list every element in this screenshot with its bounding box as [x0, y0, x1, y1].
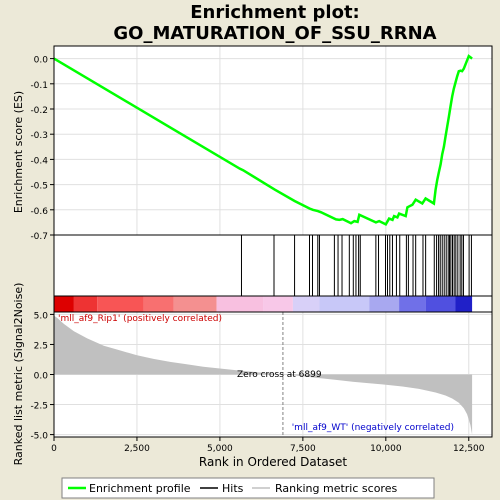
zero-cross-label: Zero cross at 6899: [237, 370, 322, 380]
colorbar-segment: [292, 296, 320, 312]
es-plot-area: [54, 46, 492, 235]
es-y-tick-label: -0.7: [30, 232, 48, 242]
colorbar-segment: [263, 296, 293, 312]
metric-area: [54, 315, 473, 435]
es-y-axis-label: Enrichment score (ES): [12, 91, 25, 213]
es-y-ticks: 0.0 -0.1 -0.2 -0.3 -0.4 -0.5 -0.6 -0.7: [30, 56, 54, 242]
colorbar-segment: [455, 296, 473, 312]
metric-y-tick-label: -2.5: [30, 402, 48, 412]
x-tick-label: 7,500: [290, 444, 316, 454]
legend-box: [61, 477, 435, 499]
x-tick-label: 2,500: [124, 444, 150, 454]
rank-colorbar: [54, 296, 473, 312]
metric-y-axis-label: Ranked list metric (Signal2Noise): [12, 283, 25, 466]
x-tick-label: 0: [51, 444, 57, 454]
colorbar-segment: [425, 296, 456, 312]
es-y-tick-label: -0.1: [30, 81, 48, 91]
legend-es-label: Enrichment profile: [89, 482, 191, 495]
metric-y-tick-label: -5.0: [30, 432, 48, 442]
metric-plot-frame: [53, 311, 493, 438]
colorbar-segment: [97, 296, 144, 312]
x-axis-label: Rank in Ordered Dataset: [199, 455, 347, 469]
positive-correlation-label: 'mll_af9_Rip1' (positively correlated): [58, 314, 222, 324]
legend-metric-label: Ranking metric scores: [275, 482, 397, 495]
metric-y-ticks: 5.0 2.5 0.0 -2.5 -5.0: [30, 311, 54, 442]
colorbar-segment: [399, 296, 426, 312]
chart-title-line1: Enrichment plot:: [190, 2, 360, 23]
colorbar-segment: [216, 296, 264, 312]
es-y-tick-label: -0.4: [30, 156, 48, 166]
colorbar-segment: [319, 296, 370, 312]
x-tick-label: 12,500: [453, 444, 485, 454]
chart-title-line2: GO_MATURATION_OF_SSU_RRNA: [113, 23, 436, 44]
es-y-tick-label: -0.2: [30, 106, 48, 116]
es-line: [53, 54, 473, 227]
x-tick-label: 5,000: [207, 444, 233, 454]
colorbar-segment: [369, 296, 400, 312]
x-tick-label: 10,000: [370, 444, 402, 454]
hits-group: [240, 235, 472, 296]
es-y-tick-label: -0.3: [30, 131, 48, 141]
es-y-tick-label: 0.0: [34, 56, 49, 66]
colorbar-segment: [54, 296, 74, 312]
metric-y-tick-label: 0.0: [34, 372, 49, 382]
legend-hits-label: Hits: [222, 482, 244, 495]
metric-y-tick-label: 5.0: [34, 311, 49, 321]
negative-correlation-label: 'mll_af9_WT' (negatively correlated): [292, 423, 454, 433]
metric-y-tick-label: 2.5: [34, 341, 48, 351]
es-y-tick-label: -0.6: [30, 207, 48, 217]
colorbar-segment: [143, 296, 174, 312]
colorbar-segment: [73, 296, 98, 312]
colorbar-segment: [173, 296, 217, 312]
metric-x-ticks: 0 2,500 5,000 7,500 10,000 12,500: [51, 437, 485, 454]
hits-plot-area: [54, 235, 492, 296]
es-y-tick-label: -0.5: [30, 182, 48, 192]
